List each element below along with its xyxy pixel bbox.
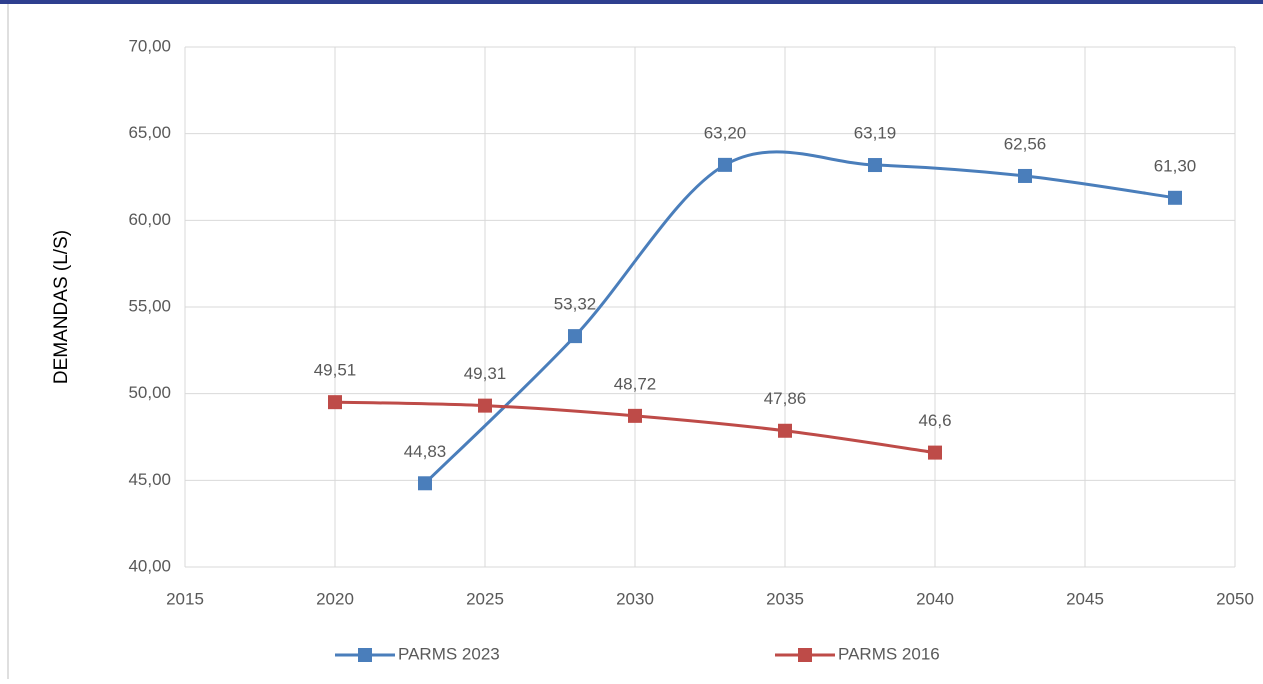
legend-label: PARMS 2016 [838,644,940,663]
data-label: 47,86 [764,389,807,408]
marker [928,445,942,460]
legend-marker [358,648,372,662]
data-label: 62,56 [1004,134,1047,153]
legend-marker [798,648,812,662]
data-label: 61,30 [1154,156,1197,175]
x-tick-label: 2020 [316,589,354,608]
x-tick-label: 2025 [466,589,504,608]
y-tick-label: 40,00 [128,556,171,575]
legend-label: PARMS 2023 [398,644,500,663]
data-label: 48,72 [614,374,657,393]
data-label: 49,31 [464,364,507,383]
y-tick-label: 50,00 [128,383,171,402]
marker [418,476,432,491]
data-label: 49,51 [314,361,357,380]
marker [718,157,732,172]
marker [478,398,492,413]
marker [1018,168,1032,183]
y-tick-label: 70,00 [128,36,171,55]
x-tick-label: 2050 [1216,589,1254,608]
series-line [423,150,1176,485]
data-label: 46,6 [918,411,951,430]
x-tick-label: 2035 [766,589,804,608]
marker [1168,190,1182,205]
y-axis-label: DEMANDAS (L/S) [51,230,72,384]
x-tick-label: 2030 [616,589,654,608]
data-label: 53,32 [554,295,597,314]
y-tick-label: 65,00 [128,123,171,142]
x-tick-label: 2015 [166,589,204,608]
marker [778,423,792,438]
data-label: 63,19 [854,124,897,143]
data-label: 44,83 [404,442,447,461]
marker [328,395,342,410]
x-tick-label: 2045 [1066,589,1104,608]
y-tick-label: 55,00 [128,296,171,315]
data-label: 63,20 [704,123,747,142]
x-tick-label: 2040 [916,589,954,608]
y-tick-label: 60,00 [128,210,171,229]
top-border [0,0,1263,4]
marker [628,408,642,423]
marker [568,329,582,344]
marker [868,158,882,173]
y-tick-label: 45,00 [128,470,171,489]
